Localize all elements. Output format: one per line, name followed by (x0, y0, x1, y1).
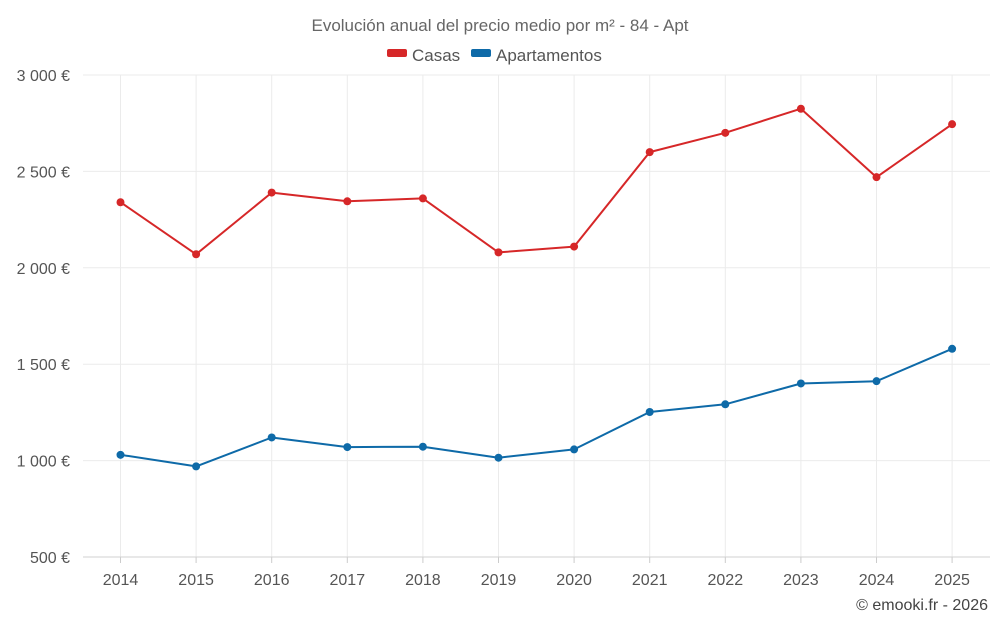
grid (83, 74, 990, 558)
y-tick-label: 2 500 € (17, 164, 70, 181)
chart-title: Evolución anual del precio medio por m² … (311, 16, 688, 35)
data-point-casas-2020[interactable] (570, 242, 579, 251)
x-tick-label: 2023 (783, 572, 819, 589)
x-tick-label: 2021 (632, 572, 668, 589)
series-layer (116, 104, 957, 471)
y-tick-label: 3 000 € (17, 68, 70, 85)
data-point-apartamentos-2019[interactable] (494, 453, 503, 462)
series-line-apartamentos (120, 347, 953, 468)
legend-label-casas[interactable]: Casas (412, 46, 460, 65)
data-point-casas-2024[interactable] (872, 173, 881, 182)
data-point-apartamentos-2016[interactable] (267, 433, 276, 442)
x-tick-label: 2024 (859, 572, 895, 589)
data-point-casas-2015[interactable] (192, 250, 201, 259)
data-point-casas-2022[interactable] (721, 128, 730, 137)
legend-label-apartamentos[interactable]: Apartamentos (496, 46, 602, 65)
x-tick-label: 2016 (254, 572, 290, 589)
legend-swatch-apartamentos (471, 49, 491, 57)
credit-text: © emooki.fr - 2026 (856, 597, 988, 614)
data-point-apartamentos-2023[interactable] (796, 379, 805, 388)
series-apartamentos[interactable] (116, 344, 957, 471)
data-point-casas-2018[interactable] (418, 194, 427, 203)
data-point-casas-2019[interactable] (494, 248, 503, 257)
data-point-casas-2014[interactable] (116, 198, 125, 207)
data-point-casas-2016[interactable] (267, 188, 276, 197)
data-point-casas-2025[interactable] (948, 120, 957, 129)
x-tick-label: 2020 (556, 572, 592, 589)
x-tick-label: 2019 (481, 572, 517, 589)
y-tick-label: 1 500 € (17, 357, 70, 374)
x-tick-label: 2022 (708, 572, 744, 589)
data-point-apartamentos-2015[interactable] (192, 462, 201, 471)
y-tick-label: 2 000 € (17, 261, 70, 278)
x-tick-label: 2014 (103, 572, 139, 589)
data-point-apartamentos-2018[interactable] (418, 442, 427, 451)
x-tick-label: 2017 (330, 572, 366, 589)
data-point-apartamentos-2025[interactable] (948, 344, 957, 353)
data-point-casas-2023[interactable] (796, 104, 805, 113)
y-tick-label: 500 € (30, 550, 70, 567)
data-point-apartamentos-2014[interactable] (116, 450, 125, 459)
data-point-casas-2021[interactable] (645, 148, 654, 157)
legend[interactable]: Casas Apartamentos (387, 46, 602, 65)
x-tick-label: 2015 (178, 572, 214, 589)
x-tick-label: 2025 (934, 572, 970, 589)
legend-swatch-casas (387, 49, 407, 57)
data-point-casas-2017[interactable] (343, 197, 352, 206)
x-axis-ticks: 2014 2015 2016 2017 2018 2019 2020 2021 2022 2023… (103, 557, 970, 589)
x-tick-label: 2018 (405, 572, 441, 589)
data-point-apartamentos-2020[interactable] (570, 445, 579, 454)
series-line-casas (119, 107, 953, 256)
y-axis-ticks: 500 € 1 000 € 1 500 € 2 000 € 2 500 € 3 000 € (17, 68, 70, 567)
series-casas[interactable] (116, 104, 957, 259)
data-point-apartamentos-2021[interactable] (645, 408, 654, 417)
y-tick-label: 1 000 € (17, 454, 70, 471)
data-point-apartamentos-2017[interactable] (343, 443, 352, 452)
data-point-apartamentos-2024[interactable] (872, 377, 881, 386)
data-point-apartamentos-2022[interactable] (721, 400, 730, 409)
